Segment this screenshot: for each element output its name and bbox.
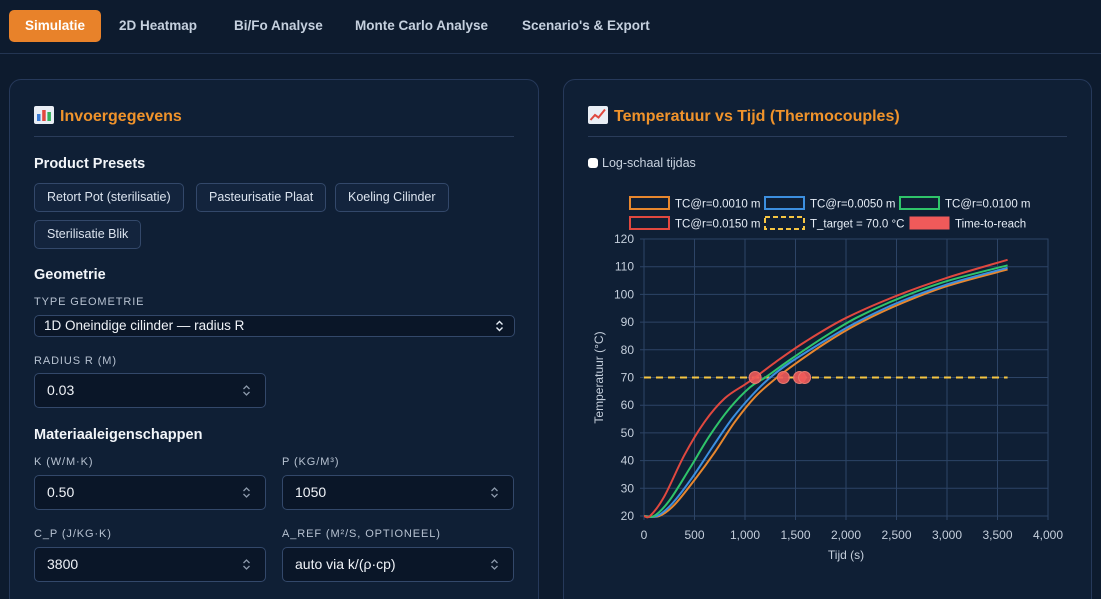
log-scale-label: Log-schaal tijdas xyxy=(602,156,696,170)
inputs-panel-title: Invoergegevens xyxy=(34,106,182,126)
rho-input[interactable]: 1050 xyxy=(282,475,514,510)
tab-2d-heatmap[interactable]: 2D Heatmap xyxy=(119,18,198,33)
top-nav: Simulatie 2D Heatmap Bi/Fo Analyse Monte… xyxy=(0,0,1101,54)
geometry-type-value: 1D Oneindige cilinder — radius R xyxy=(44,318,245,333)
aref-label: A_REF (M²/S, OPTIONEEL) xyxy=(282,528,441,540)
material-heading: Materiaaleigenschappen xyxy=(34,427,203,443)
title-divider xyxy=(34,136,514,137)
stepper-icon[interactable] xyxy=(242,384,251,397)
geometry-type-select[interactable]: 1D Oneindige cilinder — radius R xyxy=(34,315,515,337)
geometry-heading: Geometrie xyxy=(34,267,106,283)
k-input[interactable]: 0.50 xyxy=(34,475,266,510)
k-value: 0.50 xyxy=(47,484,75,500)
stepper-icon[interactable] xyxy=(242,486,251,499)
cp-label: C_P (J/KG·K) xyxy=(34,528,112,540)
tab-monte-carlo-analyse[interactable]: Monte Carlo Analyse xyxy=(355,18,489,33)
inputs-panel: Invoergegevens Product Presets Retort Po… xyxy=(9,79,539,599)
rho-label: P (KG/M³) xyxy=(282,456,340,468)
bar-chart-icon xyxy=(34,106,54,124)
stepper-icon[interactable] xyxy=(490,486,499,499)
preset-retort-pot-button[interactable]: Retort Pot (sterilisatie) xyxy=(34,183,184,212)
radius-value: 0.03 xyxy=(47,382,75,398)
k-label: K (W/M·K) xyxy=(34,456,94,468)
cp-input[interactable]: 3800 xyxy=(34,547,266,582)
preset-koeling-cilinder-button[interactable]: Koeling Cilinder xyxy=(335,183,449,212)
rho-value: 1050 xyxy=(295,484,327,500)
tab-scenarios-export[interactable]: Scenario's & Export xyxy=(522,18,650,33)
preset-pasteurisatie-plaat-button[interactable]: Pasteurisatie Plaat xyxy=(196,183,327,212)
stepper-icon[interactable] xyxy=(242,558,251,571)
aref-input[interactable]: auto via k/(ρ·cp) xyxy=(282,547,514,582)
stepper-icon[interactable] xyxy=(490,558,499,571)
presets-heading: Product Presets xyxy=(34,156,146,172)
tab-simulatie[interactable]: Simulatie xyxy=(9,10,102,42)
aref-value: auto via k/(ρ·cp) xyxy=(295,556,396,572)
chevron-updown-icon xyxy=(496,320,503,332)
chart-panel-title: Temperatuur vs Tijd (Thermocouples) xyxy=(588,106,900,126)
title-divider xyxy=(588,136,1067,137)
tab-bifo-analyse[interactable]: Bi/Fo Analyse xyxy=(234,18,323,33)
preset-sterilisatie-blik-button[interactable]: Sterilisatie Blik xyxy=(34,220,142,249)
chart-panel: Temperatuur vs Tijd (Thermocouples) Log-… xyxy=(563,79,1092,599)
log-scale-checkbox[interactable] xyxy=(588,158,598,168)
log-scale-toggle[interactable]: Log-schaal tijdas xyxy=(588,156,696,170)
line-chart-icon xyxy=(588,106,608,124)
chart-panel-title-text: Temperatuur vs Tijd (Thermocouples) xyxy=(614,108,900,125)
inputs-panel-title-text: Invoergegevens xyxy=(60,108,182,125)
radius-input[interactable]: 0.03 xyxy=(34,373,266,408)
radius-label: RADIUS R (M) xyxy=(34,355,117,367)
geometry-type-label: TYPE GEOMETRIE xyxy=(34,296,145,308)
cp-value: 3800 xyxy=(47,556,79,572)
